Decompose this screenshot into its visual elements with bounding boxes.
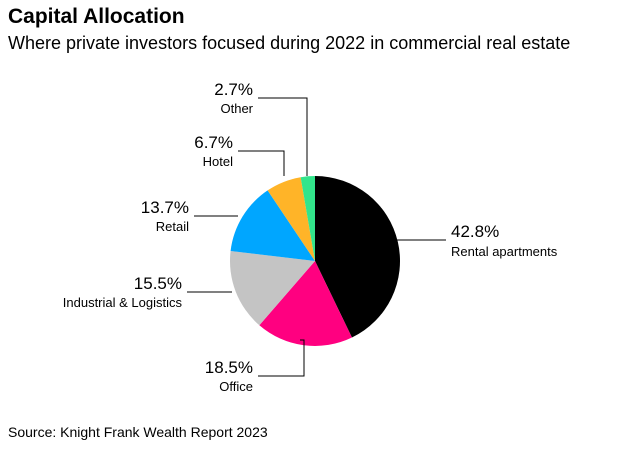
leader-line-other (258, 97, 308, 176)
slice-pct-industrial: 15.5% (134, 274, 182, 293)
pie-slice-other (300, 176, 315, 261)
slice-pct-other: 2.7% (214, 80, 253, 99)
slice-label-industrial: Industrial & Logistics (63, 295, 183, 310)
slice-pct-office: 18.5% (205, 358, 253, 377)
pie-slice-office (259, 261, 352, 347)
leader-line-office (258, 339, 305, 377)
slice-pct-retail: 13.7% (141, 198, 189, 217)
slice-label-retail: Retail (156, 219, 189, 234)
slice-label-hotel: Hotel (203, 154, 233, 169)
chart-title: Capital Allocation (8, 5, 185, 28)
pie-slice-industrial-logistics (229, 251, 315, 326)
slice-label-other: Other (220, 101, 253, 116)
pie-slice-hotel (267, 177, 315, 261)
pie-slice-retail (230, 190, 315, 261)
slice-pct-hotel: 6.7% (194, 133, 233, 152)
leader-line-hotel (238, 150, 285, 176)
slice-label-rental-apartments: Rental apartments (451, 244, 558, 259)
chart-subtitle: Where private investors focused during 2… (8, 33, 571, 53)
slice-label-office: Office (219, 379, 253, 394)
chart-source: Source: Knight Frank Wealth Report 2023 (8, 424, 268, 440)
pie-slice-rental-apartments (315, 176, 401, 338)
slice-pct-rental-apartments: 42.8% (451, 222, 499, 241)
pie-slices (229, 176, 401, 347)
